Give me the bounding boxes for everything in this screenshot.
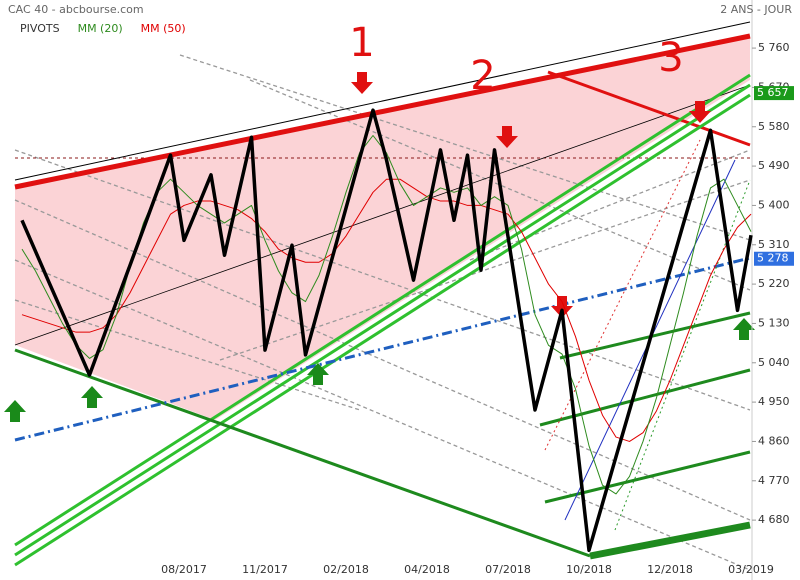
x-tick-label: 07/2018: [485, 563, 531, 576]
y-tick-label: 4 950: [758, 395, 790, 408]
y-tick-label: 4 680: [758, 513, 790, 526]
y-tick-label: 5 580: [758, 120, 790, 133]
annotation: 1: [349, 20, 374, 66]
y-tick-label: 5 130: [758, 316, 790, 329]
chart-subtitle: 2 ANS - JOUR: [720, 3, 792, 16]
channel-fill: [15, 35, 750, 420]
support-line: [14, 348, 591, 558]
x-tick-label: 03/2019: [728, 563, 774, 576]
y-tick-label: 5 760: [758, 41, 790, 54]
series-line: [21, 178, 752, 442]
x-tick-label: 11/2017: [242, 563, 288, 576]
dashed-lines: [14, 54, 751, 571]
red-trendline: [14, 33, 751, 190]
y-tick-label: 5 040: [758, 356, 790, 369]
sell-arrows: [351, 72, 711, 318]
support-line: [589, 521, 751, 560]
x-tick-label: 04/2018: [404, 563, 450, 576]
series-line: [21, 134, 752, 495]
legend-entry: MM (20): [78, 22, 123, 35]
blue-trendline: [14, 256, 751, 442]
red-trendline: [547, 70, 751, 147]
price-tag-label: 5 657: [757, 86, 789, 99]
y-tick-label: 5 490: [758, 159, 790, 172]
chart-title: CAC 40 - abcbourse.com: [8, 3, 144, 16]
buy-arrows: [4, 318, 755, 422]
price-tag: [754, 251, 794, 266]
price-tag-label: 5 278: [757, 252, 789, 265]
thin-line: [14, 84, 751, 346]
annotation: 3: [658, 35, 683, 81]
price-tag: [754, 86, 794, 101]
annotation: 2: [470, 53, 495, 99]
y-tick-label: 4 860: [758, 434, 790, 447]
y-tick-label: 5 220: [758, 277, 790, 290]
drawings: [4, 21, 755, 571]
x-tick-label: 10/2018: [566, 563, 612, 576]
green-channel: [14, 73, 751, 567]
legend-entry: PIVOTS: [20, 22, 60, 35]
legend-entry: MM (50): [141, 22, 186, 35]
y-tick-label: 4 770: [758, 474, 790, 487]
x-tick-label: 08/2017: [161, 563, 207, 576]
thin-line: [14, 21, 751, 181]
series-line: [20, 108, 753, 553]
x-tick-label: 12/2018: [647, 563, 693, 576]
y-tick-label: 5 310: [758, 238, 790, 251]
x-tick-label: 02/2018: [323, 563, 369, 576]
y-tick-label: 5 400: [758, 198, 790, 211]
